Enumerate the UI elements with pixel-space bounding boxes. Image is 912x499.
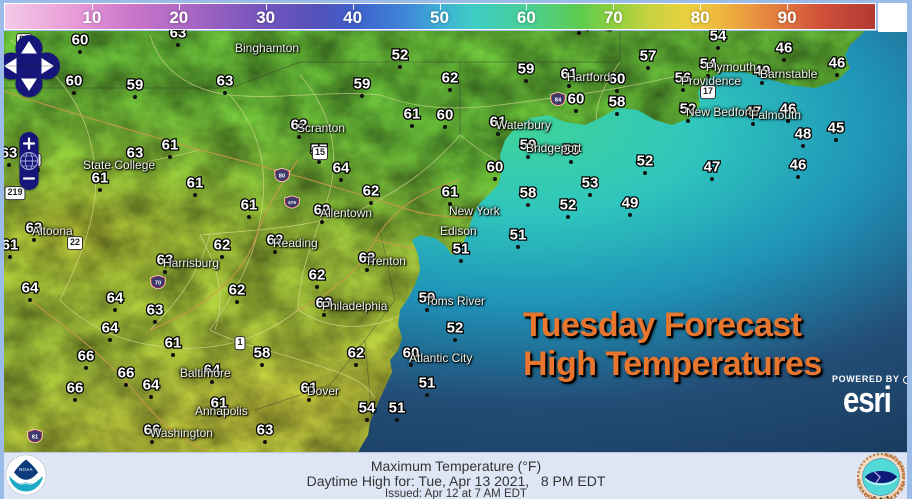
svg-text:70: 70 xyxy=(155,280,161,286)
svg-text:80: 80 xyxy=(279,173,285,179)
svg-text:NOAA: NOAA xyxy=(19,467,33,472)
svg-text:84: 84 xyxy=(555,97,562,103)
svg-text:476: 476 xyxy=(288,200,296,206)
svg-text:81: 81 xyxy=(32,434,39,440)
